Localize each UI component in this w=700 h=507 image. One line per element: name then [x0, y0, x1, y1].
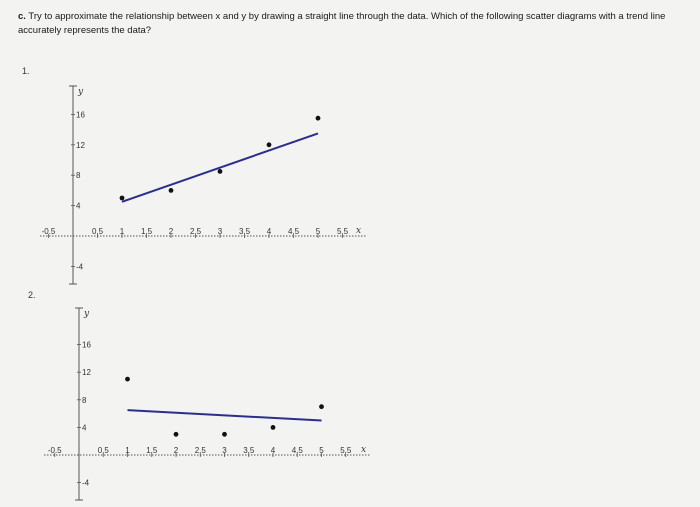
- scatter-chart-option-1[interactable]: y x -0.5 0.5 1 1.5 2 2.5 3 3.5 4 4.5 5 5.5 -4 4 8 12 16: [0, 0, 700, 285]
- data-point: [173, 431, 179, 437]
- x-tick-label: 2: [174, 446, 179, 455]
- option-number-2: 2.: [28, 290, 36, 300]
- data-point: [319, 404, 324, 410]
- question-label: c.: [18, 11, 26, 22]
- question-text: c. Try to approximate the relationship b…: [18, 10, 688, 38]
- y-axis-label: y: [83, 309, 90, 319]
- y-tick-label: -4: [82, 479, 90, 488]
- y-tick-label: 4: [82, 423, 87, 432]
- data-point: [119, 195, 125, 201]
- data-point: [217, 169, 223, 174]
- x-tick-label: -0.5: [42, 227, 56, 236]
- x-tick-label: 2.5: [190, 227, 202, 236]
- x-tick-label: 4.5: [288, 227, 300, 236]
- x-tick-label: 3.5: [239, 227, 251, 236]
- x-tick-label: 3: [218, 227, 223, 236]
- x-tick-label: 0.5: [98, 446, 110, 455]
- x-tick-label: 5: [319, 446, 324, 455]
- x-tick-label: 5.5: [337, 227, 349, 236]
- x-tick-label: 4.5: [292, 446, 304, 455]
- y-tick-label: -4: [76, 262, 84, 271]
- x-tick-label: 3: [222, 446, 227, 455]
- data-point: [168, 188, 174, 193]
- data-point: [270, 425, 276, 430]
- x-tick-label: -0.5: [48, 446, 62, 455]
- x-tick-label: 0.5: [92, 227, 104, 236]
- x-tick-label: 4: [271, 446, 276, 455]
- y-tick-label: 8: [82, 396, 87, 405]
- x-tick-label: 2.5: [195, 446, 207, 455]
- x-tick-label: 1: [125, 446, 130, 455]
- y-axis-label: y: [77, 87, 84, 97]
- x-tick-label: 1.5: [146, 446, 158, 455]
- x-tick-label: 5: [316, 227, 321, 236]
- data-point: [315, 115, 321, 121]
- data-point: [125, 376, 130, 382]
- y-tick-label: 16: [76, 110, 85, 119]
- x-axis-label: x: [356, 226, 361, 236]
- trend-line: [127, 409, 322, 422]
- x-tick-label: 1: [120, 227, 125, 236]
- option-number-1: 1.: [22, 66, 30, 76]
- x-tick-label: 3.5: [243, 446, 255, 455]
- x-axis-label: x: [361, 445, 366, 455]
- y-tick-label: 12: [82, 368, 91, 377]
- y-tick-label: 16: [82, 341, 91, 350]
- data-point: [266, 142, 272, 148]
- x-tick-label: 2: [169, 227, 174, 236]
- trend-line: [121, 132, 319, 203]
- x-tick-label: 1.5: [141, 227, 153, 236]
- x-tick-label: 4: [267, 227, 272, 236]
- x-tick-label: 5.5: [340, 446, 352, 455]
- y-tick-label: 12: [76, 141, 85, 150]
- y-tick-label: 4: [76, 202, 81, 211]
- data-point: [222, 431, 227, 437]
- y-tick-label: 8: [76, 171, 81, 180]
- question-body: Try to approximate the relationship betw…: [18, 11, 666, 36]
